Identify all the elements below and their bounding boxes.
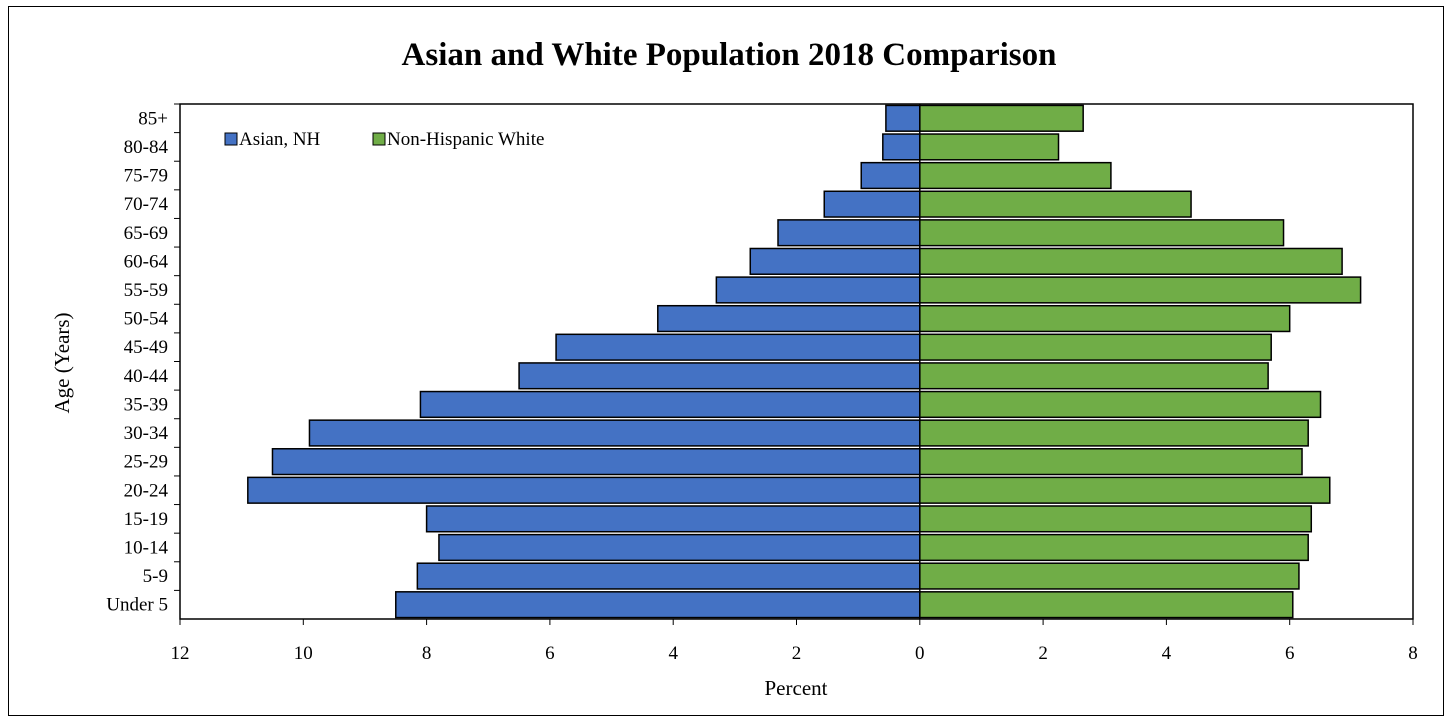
y-tick-label: 35-39: [124, 394, 168, 415]
y-axis-title: Age (Years): [50, 312, 74, 413]
x-tick-label: 6: [545, 643, 555, 664]
y-tick-label: 10-14: [124, 537, 169, 558]
chart-title: Asian and White Population 2018 Comparis…: [402, 37, 1057, 73]
bar-asian-85-: [885, 104, 921, 132]
bar-white-80-84: [919, 133, 1060, 161]
bar-asian-45-49: [555, 333, 921, 361]
x-tick-label: 4: [668, 643, 678, 664]
y-tick-label: 15-19: [124, 509, 168, 530]
y-tick-label: Under 5: [106, 595, 168, 616]
bar-asian-under-5: [395, 591, 921, 619]
x-tick-label: 10: [294, 643, 313, 664]
chart-svg: Asian and White Population 2018 Comparis…: [50, 37, 1418, 700]
x-tick-label: 2: [1038, 643, 1048, 664]
y-tick-label: 25-29: [124, 452, 168, 473]
legend-swatch-asian: [224, 132, 238, 146]
bar-asian-35-39: [419, 390, 921, 419]
y-tick-label: 85+: [138, 108, 168, 129]
x-tick-label: 4: [1162, 643, 1172, 664]
bar-asian-20-24: [247, 476, 921, 504]
y-tick-label: 70-74: [124, 194, 169, 215]
x-tick-label: 2: [792, 643, 802, 664]
bar-asian-55-59: [715, 276, 921, 304]
bar-white-85-: [919, 104, 1084, 132]
x-tick-label: 6: [1285, 643, 1295, 664]
y-tick-label: 5-9: [143, 566, 168, 587]
legend-label-asian: Asian, NH: [239, 129, 321, 150]
y-tick-label: 80-84: [124, 137, 169, 158]
bar-asian-80-84: [882, 133, 921, 161]
bar-white-45-49: [919, 333, 1272, 361]
bar-white-75-79: [919, 161, 1112, 190]
bar-asian-60-64: [749, 247, 921, 275]
ticks-layer: Under 5 5-9 10-14 15-19 20-24 25-29 30-34 35-39…: [106, 103, 1418, 664]
x-tick-label: 12: [171, 643, 190, 664]
bar-white-70-74: [919, 190, 1192, 218]
bar-asian-30-34: [308, 419, 921, 447]
y-tick-label: 20-24: [124, 480, 169, 501]
x-tick-label: 8: [422, 643, 432, 664]
bar-white-10-14: [919, 533, 1309, 562]
legend-label-white: Non-Hispanic White: [387, 129, 544, 150]
bar-white-50-54: [919, 304, 1291, 333]
bar-white-25-29: [919, 448, 1303, 476]
bar-white-55-59: [919, 276, 1362, 304]
y-tick-label: 40-44: [124, 366, 169, 387]
bar-white-40-44: [919, 362, 1269, 390]
bar-asian-25-29: [271, 448, 921, 476]
y-tick-label: 65-69: [124, 223, 168, 244]
x-tick-label: 0: [915, 643, 925, 664]
y-tick-label: 50-54: [124, 309, 169, 330]
bar-asian-10-14: [438, 533, 921, 562]
bar-asian-40-44: [518, 362, 921, 390]
bar-asian-65-69: [777, 219, 921, 247]
bar-white-5-9: [919, 562, 1300, 590]
bar-asian-75-79: [860, 161, 921, 190]
bar-white-15-19: [919, 505, 1313, 533]
x-tick-label: 8: [1408, 643, 1418, 664]
bar-asian-50-54: [657, 304, 921, 333]
y-tick-label: 60-64: [124, 251, 169, 272]
y-tick-label: 45-49: [124, 337, 168, 358]
bar-white-under-5: [919, 591, 1294, 619]
bar-white-65-69: [919, 219, 1285, 247]
bar-white-30-34: [919, 419, 1309, 447]
bar-white-35-39: [919, 390, 1322, 419]
bar-white-20-24: [919, 476, 1331, 504]
bar-asian-5-9: [416, 562, 921, 590]
legend: Asian, NH Non-Hispanic White: [224, 129, 544, 150]
bar-asian-70-74: [823, 190, 921, 218]
bars-layer: [247, 104, 1362, 619]
legend-swatch-white: [372, 132, 386, 146]
bar-white-60-64: [919, 247, 1343, 275]
chart-container: Asian and White Population 2018 Comparis…: [8, 6, 1444, 716]
bar-asian-15-19: [425, 505, 921, 533]
x-axis-title: Percent: [765, 676, 828, 700]
y-tick-label: 75-79: [124, 166, 168, 187]
y-tick-label: 30-34: [124, 423, 169, 444]
y-tick-label: 55-59: [124, 280, 168, 301]
